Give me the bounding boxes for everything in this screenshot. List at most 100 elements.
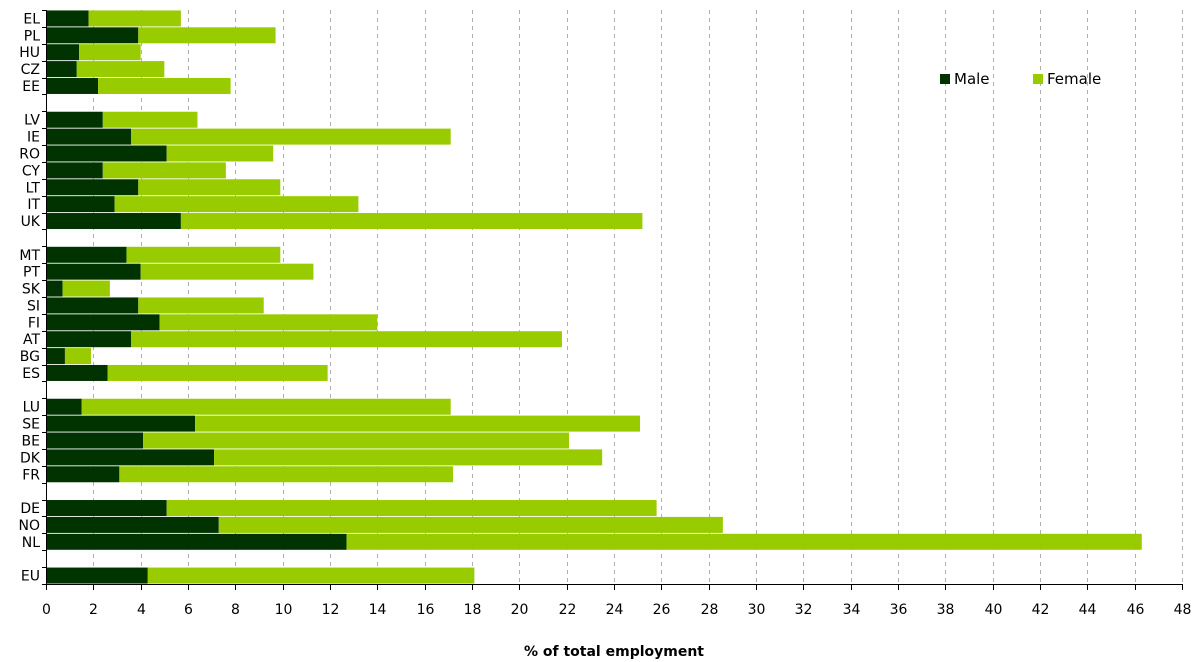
- bar-male: [46, 196, 115, 213]
- category-label: BE: [22, 434, 40, 450]
- bar-male: [46, 179, 139, 196]
- bar-female: [166, 500, 657, 517]
- bar-female: [79, 44, 141, 61]
- bar-female: [88, 10, 181, 27]
- bar-male: [46, 145, 167, 162]
- bar-male: [46, 246, 127, 263]
- category-label: BG: [20, 349, 40, 365]
- bar-female: [138, 27, 276, 44]
- bar-female: [102, 111, 198, 128]
- bar-female: [126, 246, 281, 263]
- x-tick-label: 2: [89, 602, 98, 618]
- category-label: NO: [19, 518, 41, 534]
- category-label: EU: [21, 569, 40, 585]
- category-label: EL: [23, 11, 40, 27]
- x-tick-label: 0: [42, 602, 51, 618]
- bar-male: [46, 263, 141, 280]
- category-label: UK: [21, 214, 41, 230]
- bar-female: [346, 533, 1142, 550]
- bar-male: [46, 297, 139, 314]
- category-label: SE: [22, 417, 40, 433]
- category-label: MT: [19, 248, 40, 264]
- x-tick-label: 16: [417, 602, 435, 618]
- bar-male: [46, 27, 139, 44]
- bar-female: [131, 128, 451, 145]
- legend-swatch-female: [1033, 74, 1043, 84]
- bar-female: [76, 61, 165, 78]
- x-tick-label: 28: [701, 602, 719, 618]
- bar-female: [81, 398, 451, 415]
- bar-female: [140, 263, 314, 280]
- bar-female: [166, 145, 274, 162]
- bar-male: [46, 398, 82, 415]
- bar-male: [46, 213, 181, 230]
- bar-male: [46, 111, 103, 128]
- bar-female: [218, 516, 723, 533]
- legend-label-female: Female: [1047, 70, 1101, 88]
- bar-male: [46, 280, 63, 297]
- x-tick-label: 24: [606, 602, 624, 618]
- bar-female: [143, 432, 570, 449]
- category-label: LV: [24, 113, 40, 129]
- x-tick-label: 46: [1127, 602, 1145, 618]
- bar-male: [46, 10, 89, 27]
- bars: [46, 10, 1142, 584]
- bar-female: [64, 348, 91, 365]
- x-tick-label: 4: [137, 602, 146, 618]
- x-tick-label: 10: [275, 602, 293, 618]
- category-label: CY: [22, 163, 41, 179]
- bar-male: [46, 533, 347, 550]
- x-tick-label: 38: [937, 602, 955, 618]
- x-tick-label: 12: [322, 602, 340, 618]
- bar-female: [138, 297, 264, 314]
- category-label: PL: [24, 28, 40, 44]
- bar-female: [180, 213, 643, 230]
- bar-female: [147, 567, 475, 584]
- bar-female: [119, 466, 454, 483]
- bar-male: [46, 449, 215, 466]
- category-label: IE: [27, 130, 40, 146]
- category-label: NL: [22, 535, 40, 551]
- bar-female: [98, 77, 231, 94]
- category-label: SK: [22, 282, 41, 298]
- bar-male: [46, 61, 77, 78]
- bar-female: [62, 280, 110, 297]
- x-tick-label: 18: [464, 602, 482, 618]
- x-tick-label: 14: [369, 602, 387, 618]
- bar-male: [46, 162, 103, 179]
- category-label: HU: [19, 45, 40, 61]
- bar-female: [107, 364, 328, 381]
- bar-male: [46, 466, 120, 483]
- category-label: PT: [23, 265, 40, 281]
- category-label: SI: [27, 298, 40, 314]
- bar-female: [131, 331, 562, 348]
- bar-male: [46, 77, 99, 94]
- category-label: AT: [23, 332, 40, 348]
- legend-swatch-male: [940, 74, 950, 84]
- category-label: CZ: [21, 62, 40, 78]
- x-tick-label: 26: [653, 602, 671, 618]
- category-label: RO: [19, 147, 40, 163]
- x-tick-label: 6: [184, 602, 193, 618]
- bar-female: [102, 162, 226, 179]
- bar-female: [214, 449, 603, 466]
- bar-female: [195, 415, 641, 432]
- category-label: FR: [22, 467, 40, 483]
- bar-male: [46, 44, 80, 61]
- bar-male: [46, 128, 132, 145]
- legend: Male Female: [940, 70, 1101, 88]
- x-tick-label: 8: [231, 602, 240, 618]
- category-label: IT: [27, 197, 40, 213]
- bar-male: [46, 364, 108, 381]
- category-label: LT: [26, 180, 41, 196]
- grid-lines: [93, 10, 1183, 584]
- bar-male: [46, 516, 219, 533]
- x-tick-labels: 0 2 4 6 8 10 12 14 16 18 20 22 24 26 28 30 32 34 36 38 40 42 4…: [42, 602, 1191, 618]
- category-label: DE: [20, 501, 40, 517]
- category-label: LU: [23, 400, 40, 416]
- x-tick-label: 32: [795, 602, 813, 618]
- bar-male: [46, 432, 144, 449]
- bar-male: [46, 567, 148, 584]
- x-tick-label: 34: [843, 602, 861, 618]
